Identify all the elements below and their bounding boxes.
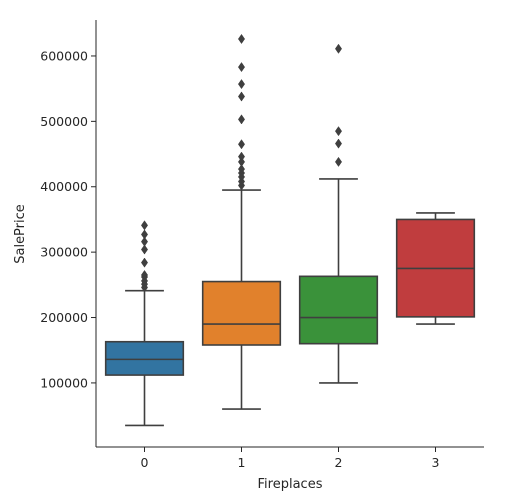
y-axis-label: SalePrice [13,204,28,264]
outlier-point [237,114,246,125]
outlier-point [237,139,246,150]
x-tick-label: 0 [141,455,149,470]
outlier-point [140,244,149,255]
box-iqr [201,280,282,346]
outlier-point [237,156,246,167]
axes: 100000 200000 300000 400000 500000 600000 0 1 2 3 [40,20,484,470]
y-tick-label: 600000 [40,48,88,63]
outlier-point [140,229,149,240]
outlier-point [334,43,343,54]
outlier-point [237,33,246,45]
outlier-point [237,62,246,73]
outlier-point [237,164,246,175]
outlier-point [237,79,246,90]
y-tick-label: 200000 [40,310,88,325]
x-tick-label: 3 [432,455,440,470]
box-group [104,220,185,427]
box-group [395,212,476,325]
outlier-point [140,257,149,268]
outlier-point [237,151,246,162]
x-tick-label: 2 [335,455,343,470]
outlier-point [140,269,149,281]
y-tick-label: 400000 [40,179,88,194]
box-group [298,43,379,384]
outlier-point [237,91,246,102]
plot-area [104,33,476,427]
outlier-point [334,126,343,137]
y-tick-label: 300000 [40,245,88,260]
y-tick-label: 100000 [40,375,88,390]
y-tick-label: 500000 [40,114,88,129]
outlier-point [140,220,149,231]
box-group [201,33,282,410]
outlier-point [334,156,343,167]
outlier-point [334,138,343,149]
outlier-point [140,236,149,247]
box-iqr [104,340,185,376]
x-tick-label: 1 [238,455,246,470]
x-axis-label: Fireplaces [258,477,323,492]
box-iqr [298,275,379,345]
